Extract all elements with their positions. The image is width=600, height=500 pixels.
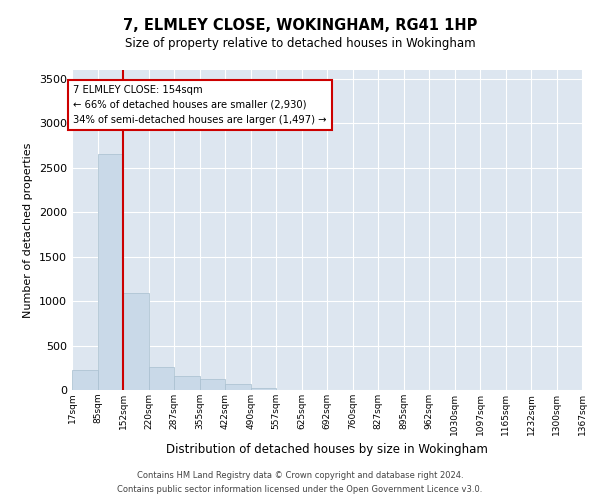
Text: 7, ELMLEY CLOSE, WOKINGHAM, RG41 1HP: 7, ELMLEY CLOSE, WOKINGHAM, RG41 1HP: [123, 18, 477, 32]
X-axis label: Distribution of detached houses by size in Wokingham: Distribution of detached houses by size …: [166, 443, 488, 456]
Bar: [98, 154, 123, 390]
Bar: [72, 370, 98, 390]
Text: Contains public sector information licensed under the Open Government Licence v3: Contains public sector information licen…: [118, 486, 482, 494]
Bar: [251, 388, 276, 390]
Y-axis label: Number of detached properties: Number of detached properties: [23, 142, 34, 318]
Bar: [200, 380, 225, 390]
Text: Contains HM Land Registry data © Crown copyright and database right 2024.: Contains HM Land Registry data © Crown c…: [137, 472, 463, 480]
Bar: [123, 293, 149, 390]
Text: Size of property relative to detached houses in Wokingham: Size of property relative to detached ho…: [125, 38, 475, 51]
Bar: [225, 384, 251, 390]
Bar: [149, 367, 174, 390]
Bar: [174, 376, 200, 390]
Text: 7 ELMLEY CLOSE: 154sqm
← 66% of detached houses are smaller (2,930)
34% of semi-: 7 ELMLEY CLOSE: 154sqm ← 66% of detached…: [73, 85, 326, 124]
